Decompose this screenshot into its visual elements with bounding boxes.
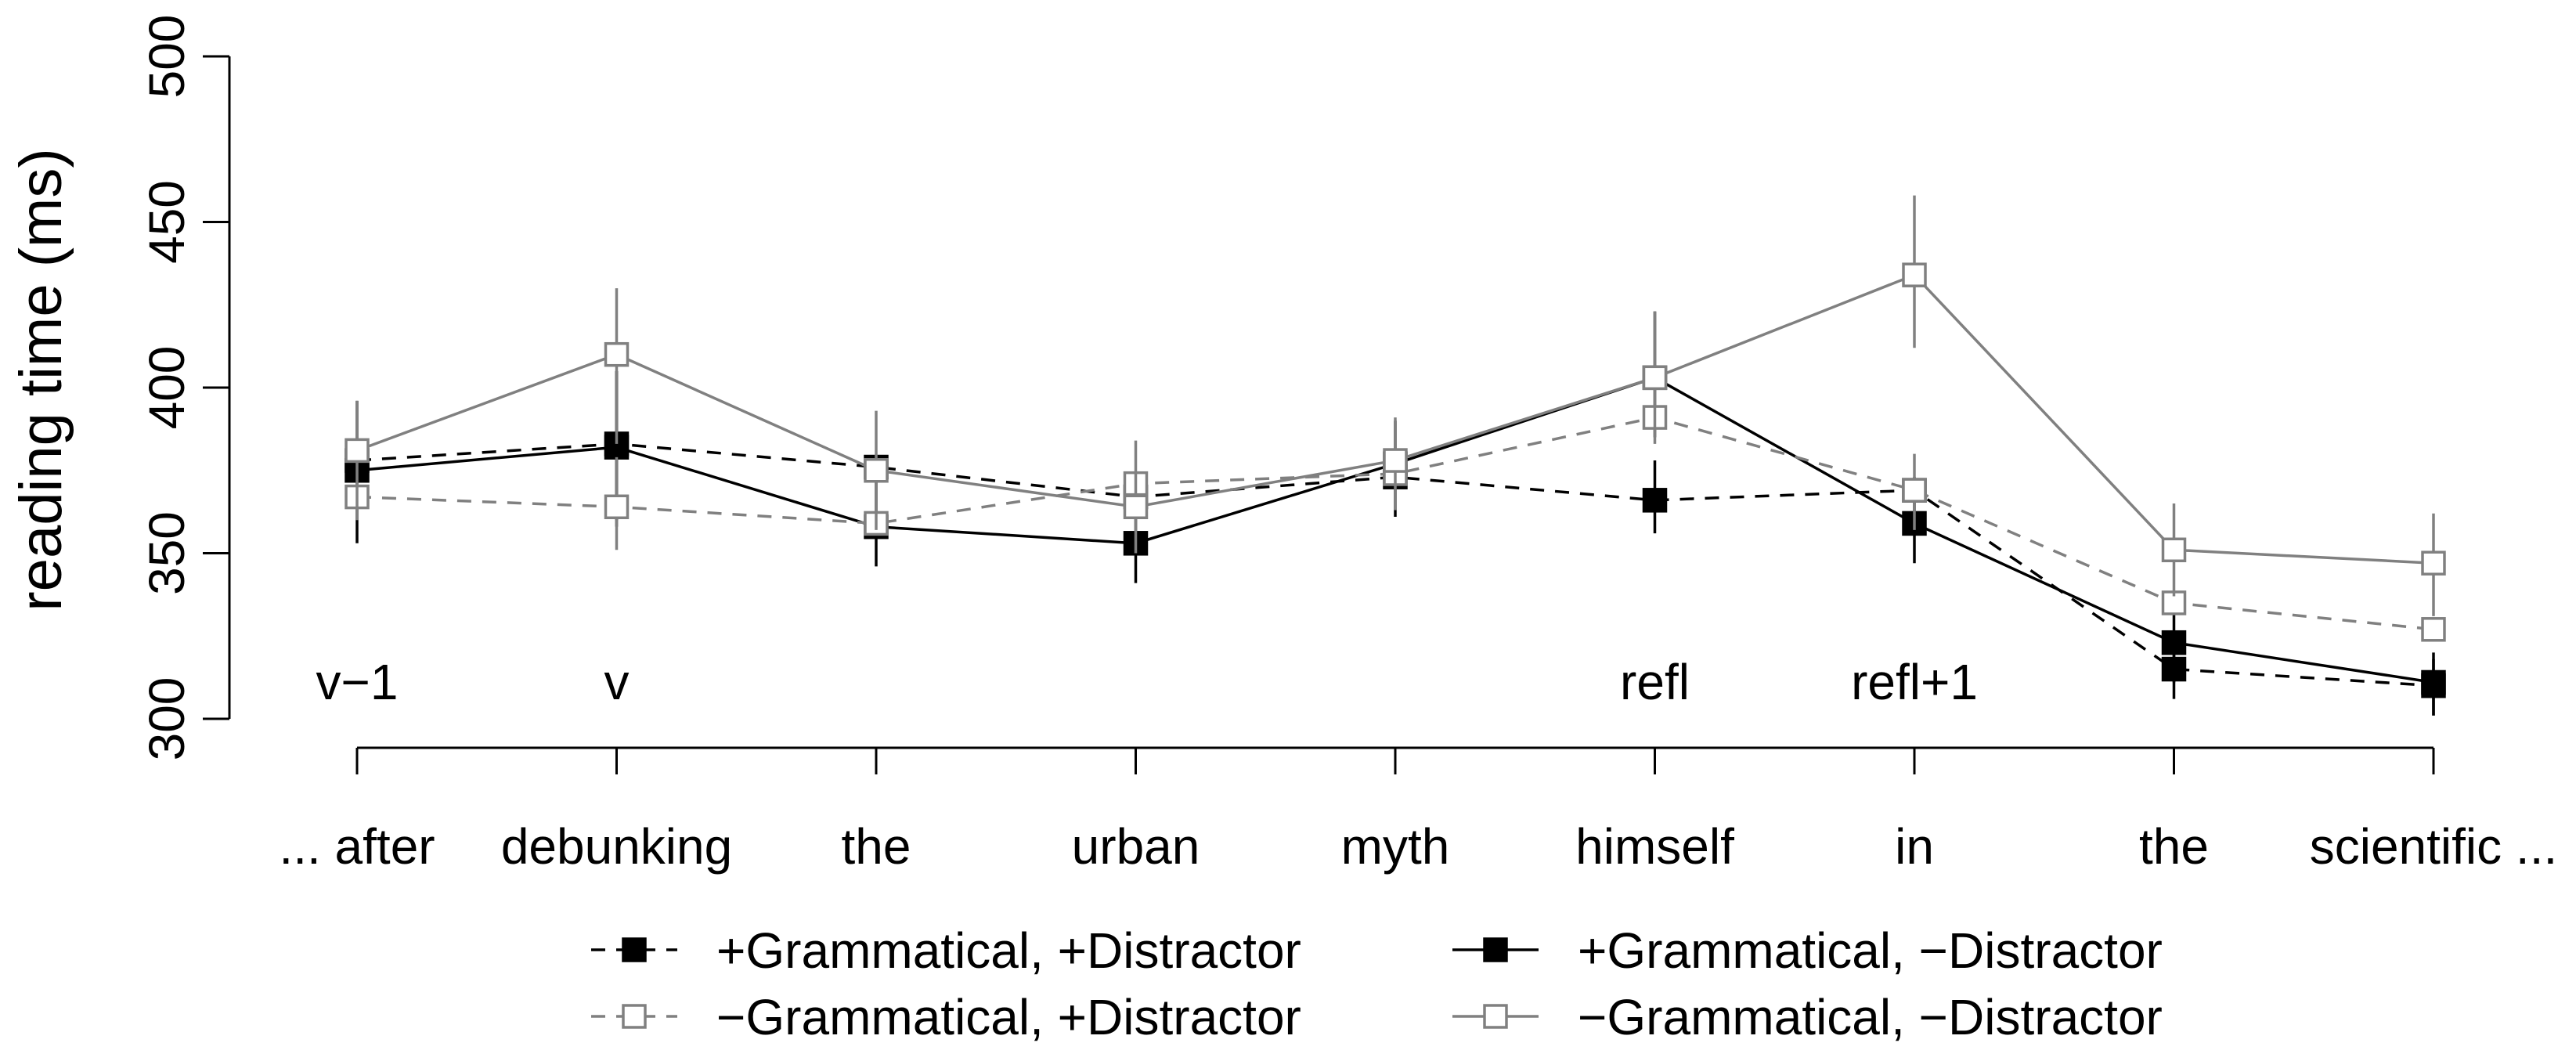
x-tick-label-8: scientific ... (2310, 818, 2558, 875)
legend-item-0: +Grammatical, +Distractor (591, 922, 1301, 979)
series-3 (345, 195, 2446, 616)
region-label-5: refl (1620, 654, 1690, 710)
legend-label-2: −Grammatical, +Distractor (716, 989, 1301, 1045)
series-line-2 (356, 416, 2434, 631)
y-tick-label-300: 300 (139, 677, 195, 761)
legend-item-3: −Grammatical, −Distractor (1452, 989, 2163, 1045)
legend-marker-2 (622, 1004, 647, 1029)
point-3-6 (1902, 262, 1927, 287)
point-1-7 (2161, 630, 2187, 655)
y-tick-label-500: 500 (139, 15, 195, 99)
legend: +Grammatical, +Distractor +Grammatical, −… (591, 922, 2163, 1045)
series-1 (345, 311, 2446, 716)
point-3-7 (2161, 537, 2187, 563)
region-label-1: v (604, 654, 630, 710)
region-label-0: v−1 (316, 654, 399, 710)
point-3-4 (1383, 448, 1408, 473)
point-3-3 (1123, 494, 1149, 520)
point-0-5 (1642, 488, 1668, 513)
point-3-5 (1642, 365, 1668, 391)
legend-marker-1 (1483, 937, 1508, 962)
point-2-1 (604, 494, 630, 520)
x-tick-label-0: ... after (279, 818, 435, 875)
y-tick-label-350: 350 (139, 511, 195, 595)
y-tick-label-400: 400 (139, 346, 195, 430)
point-3-1 (604, 341, 630, 367)
point-2-8 (2421, 617, 2446, 642)
x-tick-label-2: the (842, 818, 911, 875)
y-axis-label: reading time (ms) (8, 148, 74, 611)
legend-label-3: −Grammatical, −Distractor (1578, 989, 2163, 1045)
point-3-8 (2421, 550, 2446, 576)
series-layer (345, 195, 2446, 716)
x-tick-label-5: himself (1575, 818, 1734, 875)
x-tick-label-3: urban (1072, 818, 1200, 875)
point-1-8 (2421, 669, 2446, 695)
legend-item-1: +Grammatical, −Distractor (1452, 922, 2163, 979)
legend-marker-3 (1483, 1004, 1508, 1029)
legend-label-1: +Grammatical, −Distractor (1578, 922, 2163, 979)
region-labels: v−1 v refl refl+1 (316, 654, 1978, 710)
legend-item-2: −Grammatical, +Distractor (591, 989, 1301, 1045)
legend-marker-0 (622, 937, 647, 962)
point-3-2 (864, 458, 889, 483)
y-axis: 300 350 400 450 500 (139, 15, 231, 761)
point-3-0 (345, 438, 370, 464)
x-axis: ... after debunking the urban myth himself in t… (279, 746, 2558, 875)
x-tick-label-4: myth (1341, 818, 1450, 875)
x-tick-label-6: in (1895, 818, 1934, 875)
x-tick-label-7: the (2139, 818, 2209, 875)
x-tick-label-1: debunking (501, 818, 732, 875)
point-2-6 (1902, 478, 1927, 503)
legend-label-0: +Grammatical, +Distractor (716, 922, 1301, 979)
region-label-6: refl+1 (1851, 654, 1978, 710)
y-tick-label-450: 450 (139, 180, 195, 264)
